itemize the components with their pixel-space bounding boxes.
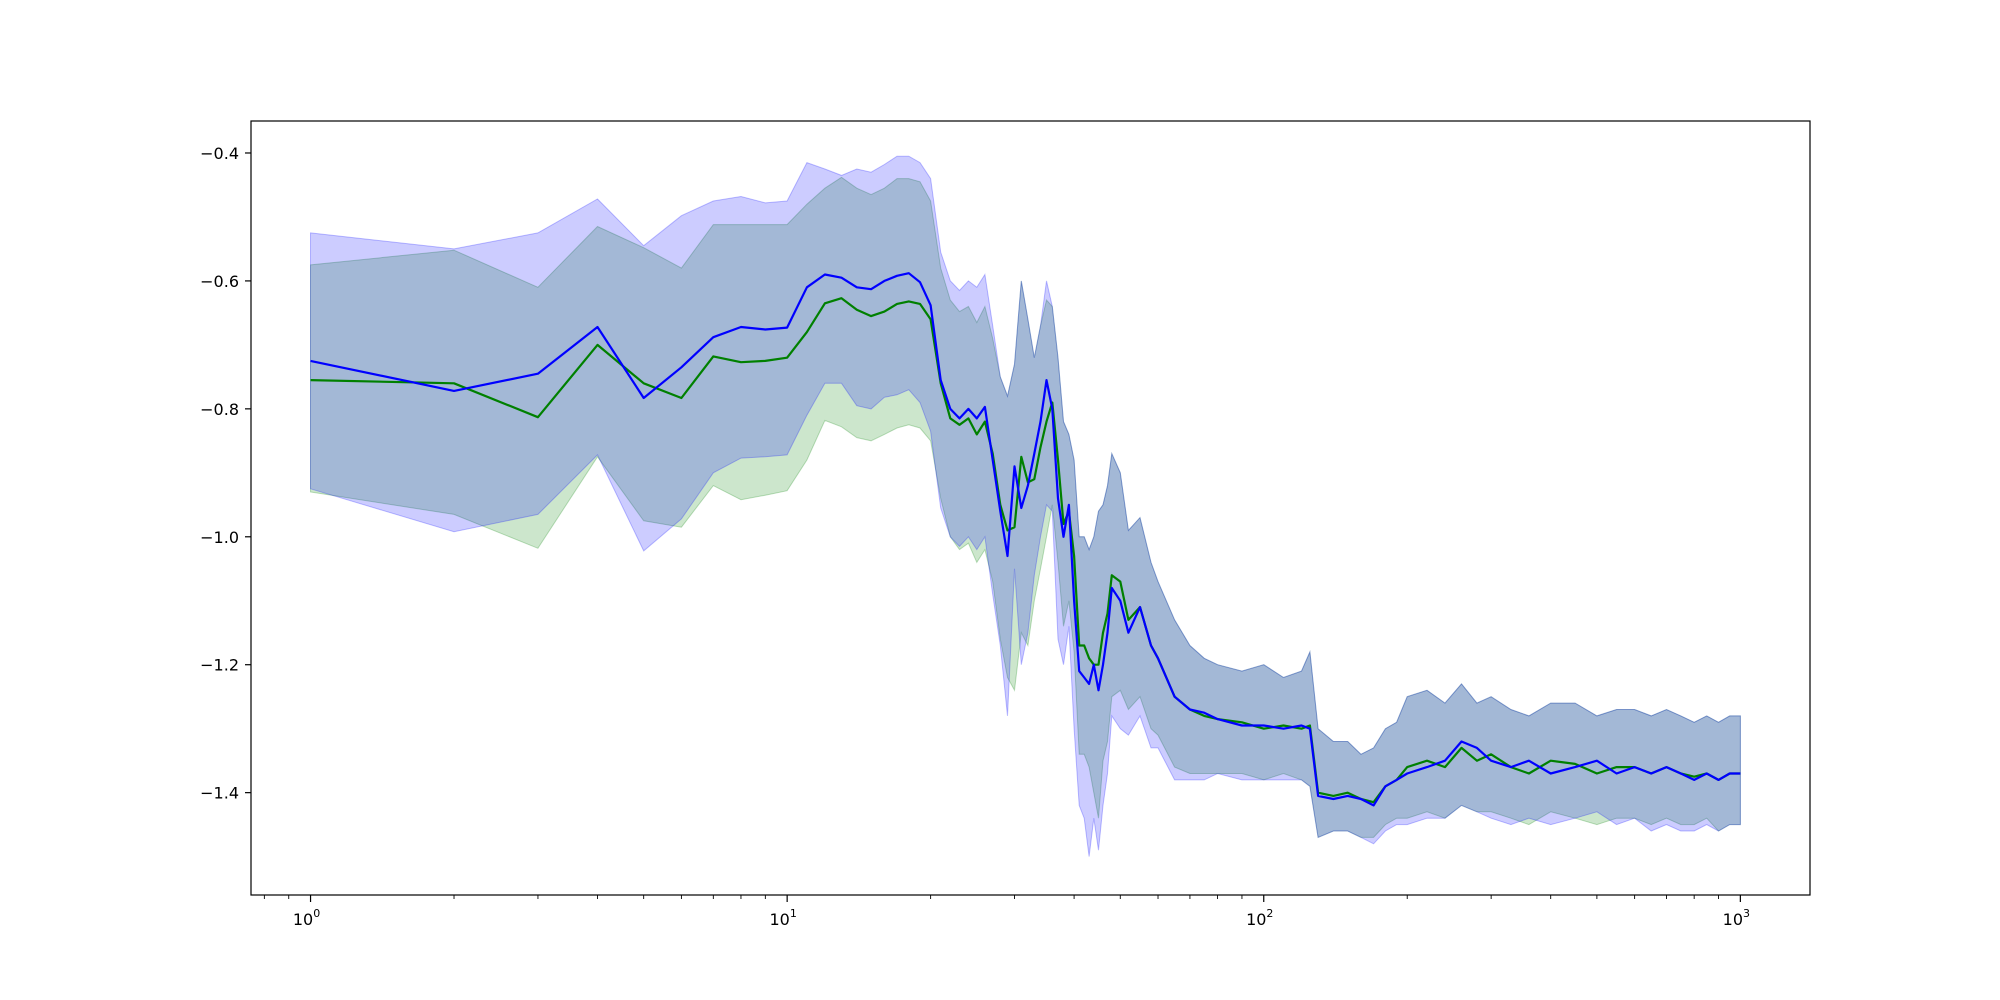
blue-series-line — [310, 272, 1741, 807]
confidence-bands — [310, 155, 1741, 857]
y-tick-label: −0.8 — [200, 400, 239, 419]
series-lines — [310, 272, 1741, 807]
green-series-band — [310, 176, 1741, 839]
y-tick-label: −0.4 — [200, 144, 239, 163]
y-tick-label: −1.0 — [200, 528, 239, 547]
y-tick-label: −1.4 — [200, 784, 239, 803]
x-tick-exponent: 1 — [790, 907, 797, 920]
x-tick-exponent: 0 — [313, 907, 320, 920]
y-tick-label: −0.6 — [200, 272, 239, 291]
plot-frame — [250, 120, 1811, 896]
x-tick-exponent: 3 — [1743, 907, 1750, 920]
blue-series-band — [310, 155, 1741, 857]
green-series-line — [310, 297, 1741, 804]
y-tick-label: −1.2 — [200, 656, 239, 675]
y-axis: −0.4 −0.6 −0.8 −1.0 −1.2 −1.4 — [200, 144, 251, 803]
x-tick-exponent: 2 — [1266, 907, 1273, 920]
